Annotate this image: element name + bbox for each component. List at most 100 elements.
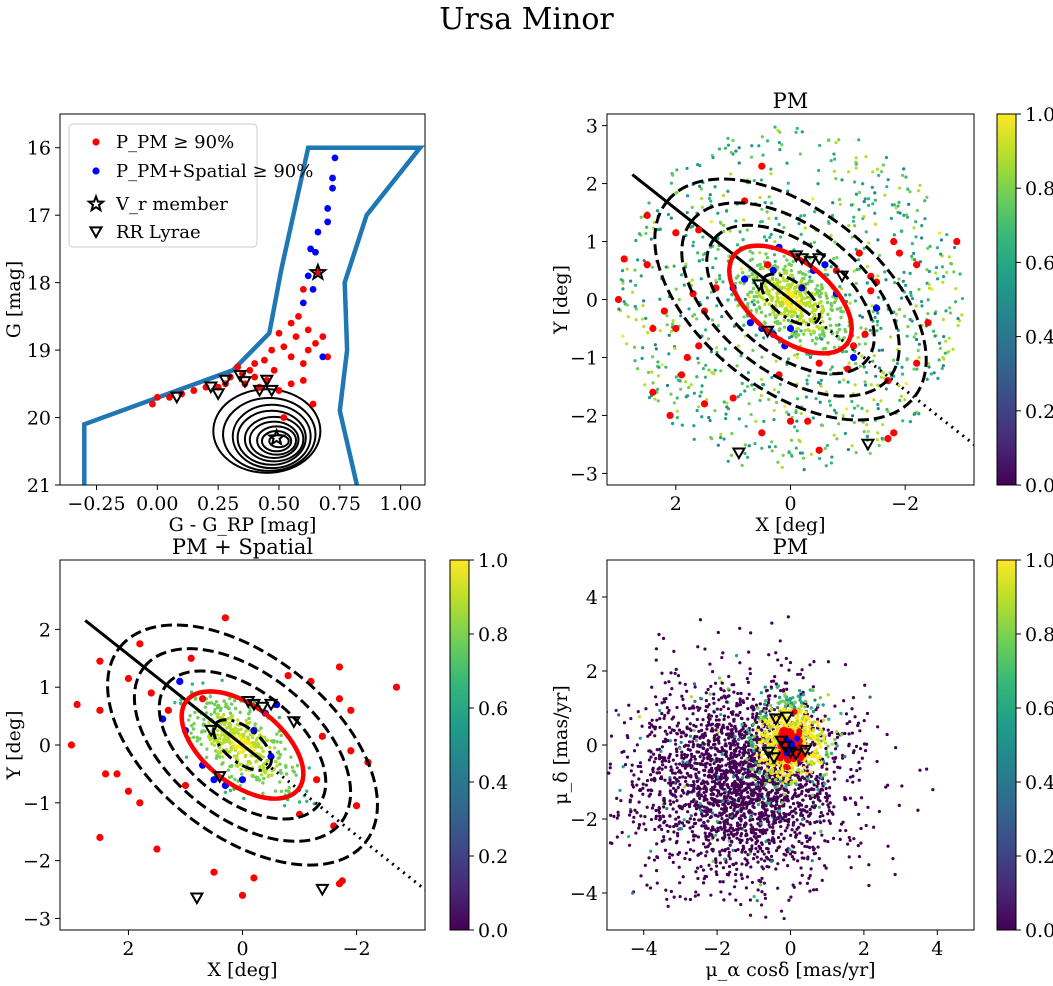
pm-member-point <box>815 359 823 367</box>
field-star-point <box>783 818 787 823</box>
field-star-point <box>720 655 724 660</box>
field-star-point <box>621 279 625 283</box>
pm-member-point <box>284 672 292 680</box>
field-star-point <box>718 759 722 764</box>
field-star-point <box>755 817 760 821</box>
field-star-point <box>791 821 796 825</box>
field-star-point <box>761 383 766 387</box>
field-star-point <box>830 455 834 459</box>
field-star-point <box>633 808 637 812</box>
field-star-point <box>917 342 922 346</box>
pm-member-point <box>729 394 737 402</box>
field-star-point <box>683 776 688 780</box>
field-star-point <box>687 820 691 824</box>
field-star-point <box>689 383 693 387</box>
field-star-point <box>651 355 655 359</box>
field-star-point <box>728 722 732 726</box>
core-star-point <box>770 296 775 300</box>
field-star-point <box>830 213 835 218</box>
field-star-point <box>664 265 668 269</box>
field-star-point <box>603 710 606 713</box>
pm-member-point <box>96 706 104 714</box>
field-star-point <box>675 831 680 836</box>
pm-member-point <box>238 891 247 899</box>
field-star-point <box>759 778 763 782</box>
field-star-point <box>811 888 816 892</box>
pm-member-point <box>295 312 302 320</box>
field-star-point <box>749 792 753 796</box>
field-star-point <box>841 820 845 824</box>
pm-spatial-member-point <box>238 776 247 784</box>
field-star-point <box>647 396 652 400</box>
field-star-point <box>784 853 788 857</box>
field-star-point <box>794 446 798 450</box>
field-star-point <box>848 720 852 724</box>
core-star-point <box>768 312 772 317</box>
field-star-point <box>717 698 721 702</box>
field-star-point <box>706 743 711 747</box>
field-star-point <box>756 792 760 796</box>
field-star-point <box>692 779 696 784</box>
core-star-point <box>826 341 830 345</box>
core-star-point <box>825 300 830 305</box>
field-star-point <box>878 253 882 257</box>
field-star-point <box>900 365 904 369</box>
field-star-point <box>688 734 693 738</box>
field-star-point <box>793 353 797 357</box>
field-star-point <box>810 714 814 718</box>
core-star-point <box>194 696 198 701</box>
field-star-point <box>827 733 831 737</box>
core-star-point <box>806 281 810 286</box>
field-star-point <box>745 840 749 845</box>
field-star-point <box>865 423 869 427</box>
field-star-point <box>716 814 720 818</box>
field-star-point <box>769 685 773 689</box>
field-star-point <box>826 138 831 143</box>
field-star-point <box>860 756 864 760</box>
pm-member-point <box>96 833 104 842</box>
field-star-point <box>776 816 780 820</box>
field-star-point <box>842 754 847 759</box>
field-star-point <box>913 258 917 262</box>
field-star-point <box>851 696 856 700</box>
field-star-point <box>776 460 780 464</box>
field-star-point <box>728 769 732 773</box>
core-star-point <box>763 302 767 307</box>
field-star-point <box>715 819 719 823</box>
field-star-point <box>690 224 695 229</box>
core-star-point <box>210 742 214 746</box>
field-star-point <box>798 440 802 444</box>
field-star-point <box>823 268 827 272</box>
field-star-point <box>862 199 866 204</box>
member-star-point <box>777 763 781 768</box>
field-star-point <box>782 254 786 258</box>
field-star-point <box>877 348 881 353</box>
field-star-point <box>740 782 744 786</box>
field-star-point <box>781 816 785 821</box>
field-star-point <box>695 761 699 766</box>
field-star-point <box>683 897 688 901</box>
field-star-point <box>947 255 952 259</box>
field-star-point <box>676 721 681 725</box>
field-star-point <box>824 291 828 295</box>
field-star-point <box>805 819 809 823</box>
core-star-point <box>812 330 817 334</box>
field-star-point <box>767 195 771 199</box>
core-star-point <box>184 755 189 759</box>
field-star-point <box>733 739 737 744</box>
core-star-point <box>242 732 246 736</box>
field-star-point <box>654 808 658 813</box>
pm-member-point <box>166 393 173 401</box>
field-star-point <box>857 812 861 816</box>
field-star-point <box>805 295 810 299</box>
core-star-point <box>256 775 260 780</box>
pm-spatial-member-point <box>329 184 336 192</box>
core-star-point <box>229 715 233 719</box>
field-star-point <box>754 731 759 735</box>
field-star-point <box>719 712 723 717</box>
field-star-point <box>770 813 774 817</box>
field-star-point <box>614 708 618 713</box>
core-star-point <box>788 306 793 310</box>
field-star-point <box>826 779 830 783</box>
field-star-point <box>719 686 723 691</box>
